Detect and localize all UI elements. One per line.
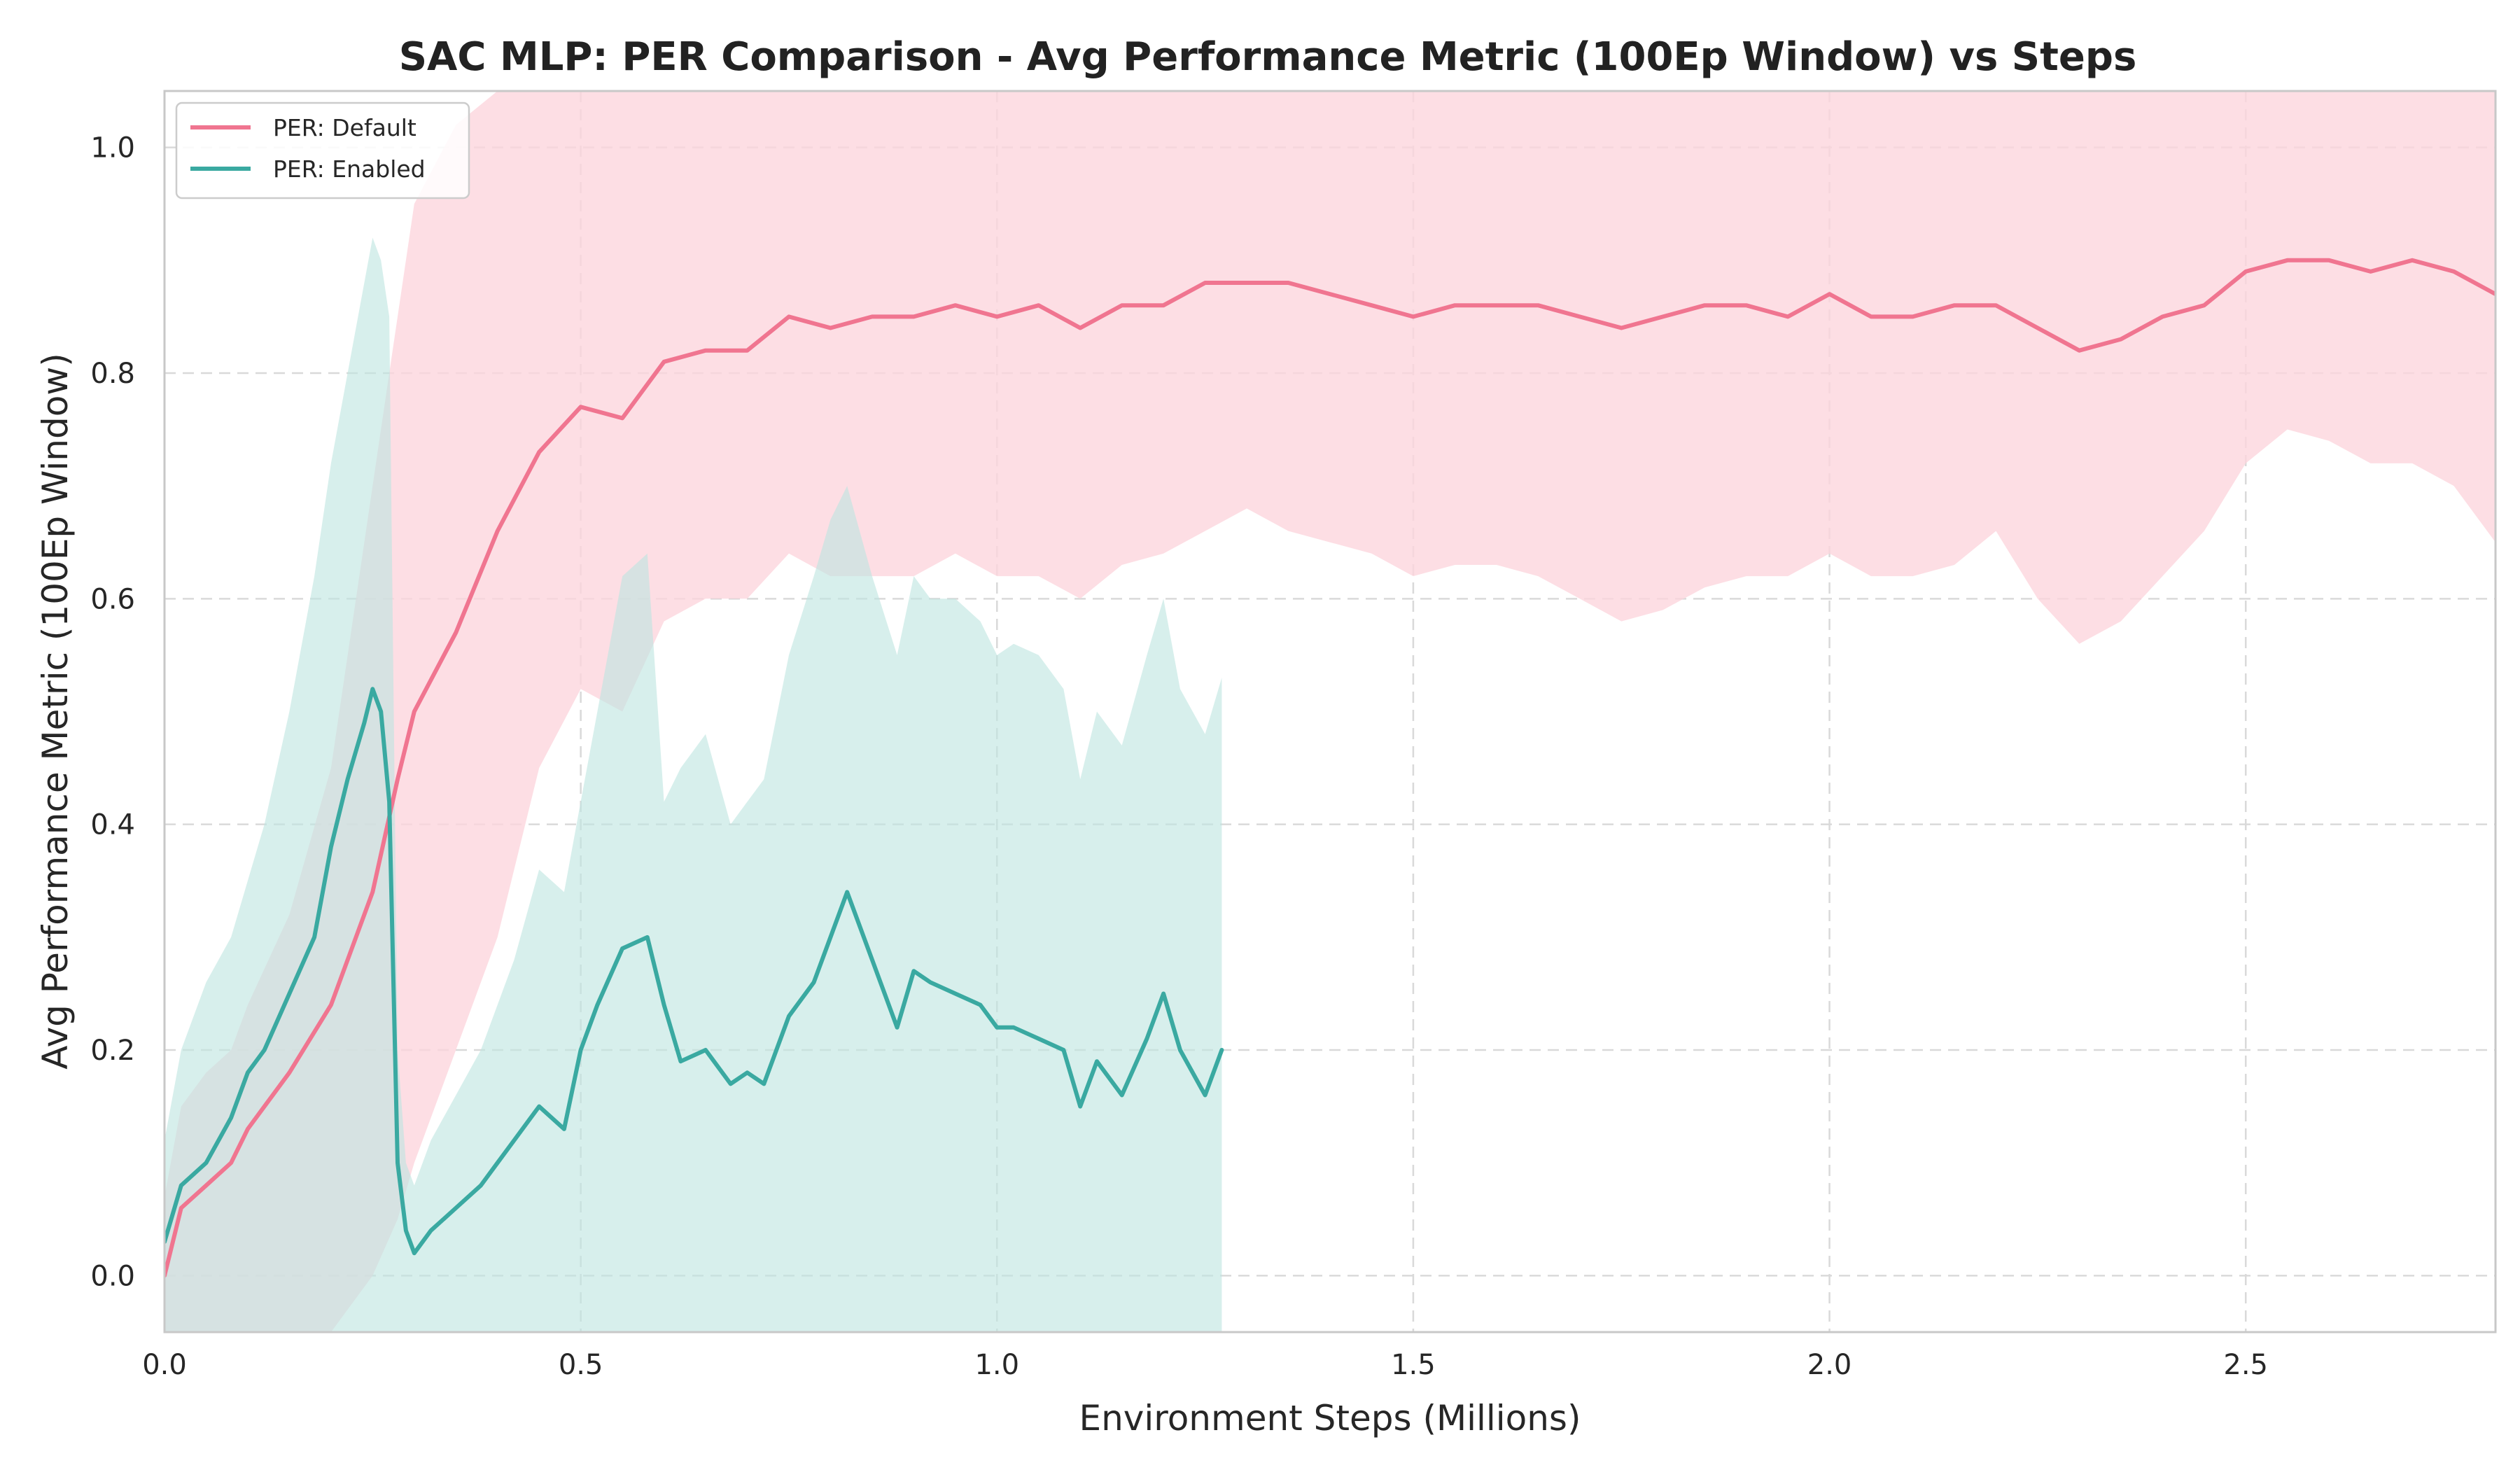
legend: PER: Default PER: Enabled [175, 102, 470, 200]
x-tick-label: 0.0 [142, 1349, 187, 1381]
band-per-enabled [164, 237, 1222, 1332]
legend-label-per-default: PER: Default [273, 114, 416, 141]
plot-frame [163, 90, 2497, 1334]
y-axis-label: Avg Performance Metric (100Ep Window) [35, 353, 76, 1069]
x-axis-ticks: 0.0 0.5 1.0 1.5 2.0 2.5 [142, 1349, 2268, 1381]
y-tick-label: 0.2 [90, 1035, 135, 1067]
chart-title: SAC MLP: PER Comparison - Avg Performanc… [399, 34, 2137, 80]
y-tick-label: 1.0 [90, 132, 135, 164]
line-per-default [164, 258, 2496, 1278]
y-tick-label: 0.8 [90, 358, 135, 390]
series-lines [164, 258, 2496, 1278]
y-tick-label: 0.0 [90, 1260, 135, 1292]
x-axis-label: Environment Steps (Millions) [1079, 1398, 1581, 1438]
x-tick-label: 2.0 [1807, 1349, 1852, 1381]
x-tick-label: 1.5 [1391, 1349, 1436, 1381]
y-tick-label: 0.6 [90, 583, 135, 615]
x-tick-label: 0.5 [559, 1349, 603, 1381]
confidence-bands [164, 91, 2496, 1332]
legend-label-per-enabled: PER: Enabled [273, 155, 426, 183]
x-tick-label: 2.5 [2223, 1349, 2268, 1381]
band-per-default [164, 91, 2496, 1332]
line-per-enabled [164, 687, 1224, 1256]
y-tick-label: 0.4 [90, 809, 135, 841]
y-axis-ticks: 0.0 0.2 0.4 0.6 0.8 1.0 [90, 132, 135, 1293]
x-tick-label: 1.0 [974, 1349, 1019, 1381]
